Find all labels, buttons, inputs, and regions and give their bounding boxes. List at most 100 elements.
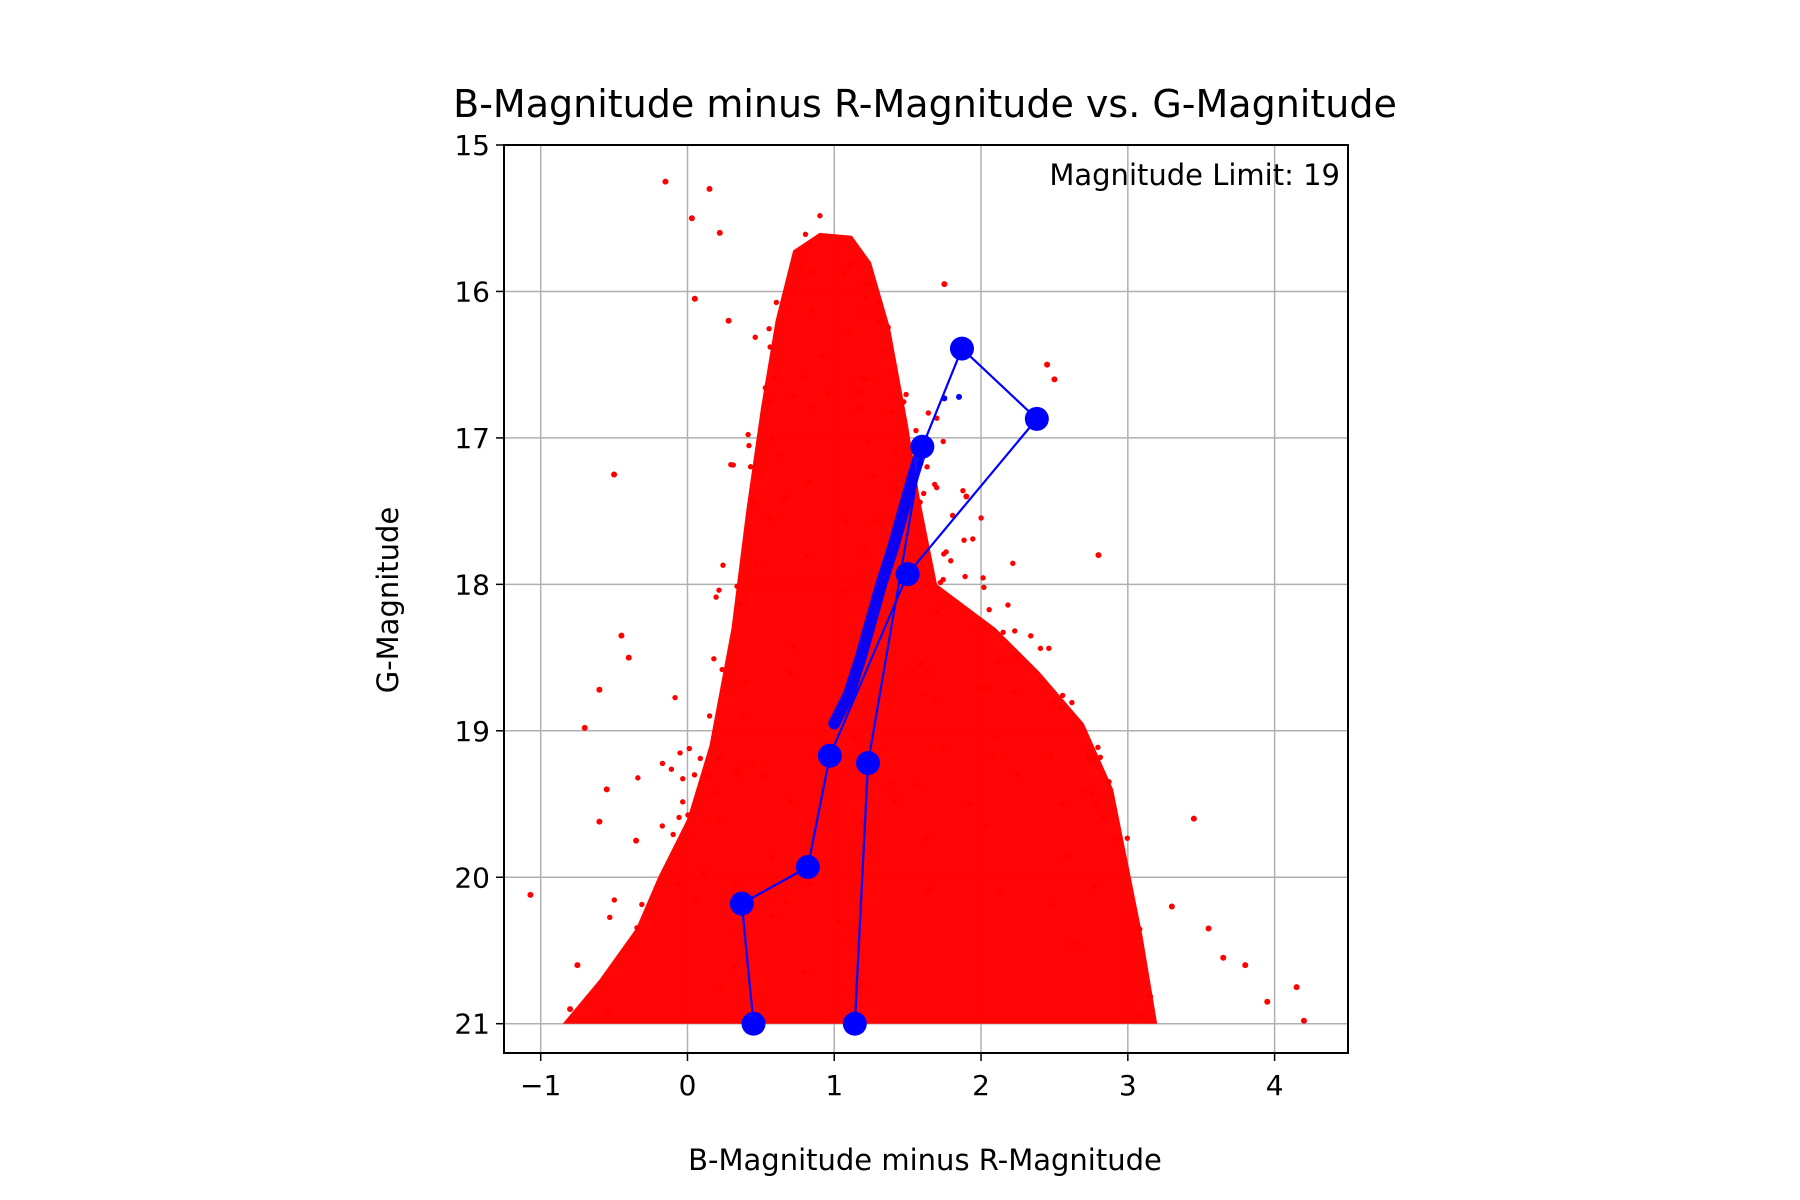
scatter-point <box>902 445 908 452</box>
scatter-point <box>1220 954 1227 961</box>
scatter-point <box>962 573 968 580</box>
scatter-point <box>1095 552 1102 559</box>
scatter-point <box>984 685 990 691</box>
scatter-point <box>767 515 773 521</box>
scatter-point <box>769 854 775 861</box>
scatter-point <box>1086 755 1093 761</box>
scatter-point <box>1048 754 1054 760</box>
scatter-point <box>784 898 790 905</box>
scatter-point <box>1005 602 1011 608</box>
scatter-point <box>858 404 865 411</box>
scatter-point <box>1000 629 1006 636</box>
blue-track-series <box>729 336 1049 1036</box>
scatter-point <box>747 464 754 470</box>
scatter-point <box>1070 940 1076 947</box>
scatter-point <box>1090 884 1097 890</box>
scatter-point <box>659 823 666 829</box>
scatter-point <box>983 823 989 829</box>
axis-ticks: −1 0 1 2 3 4 15 16 17 18 19 20 21 <box>454 129 1283 1102</box>
scatter-point <box>741 679 748 685</box>
scatter-point <box>925 410 932 416</box>
scatter-point <box>880 348 886 354</box>
scatter-point <box>750 499 757 505</box>
scatter-point <box>806 479 812 486</box>
scatter-point <box>877 518 883 525</box>
plot-frame <box>503 144 1349 1054</box>
scatter-point <box>920 563 927 569</box>
scatter-point <box>870 473 876 479</box>
scatter-point <box>864 376 870 382</box>
scatter-point <box>719 666 725 673</box>
track-marker <box>741 1011 766 1036</box>
scatter-point <box>963 493 970 500</box>
scatter-point <box>802 231 809 238</box>
scatter-point <box>1046 645 1052 652</box>
scatter-point <box>604 1008 610 1015</box>
star-density-region <box>562 232 1158 1024</box>
track-small-marker <box>956 393 963 400</box>
scatter-point <box>781 494 788 501</box>
scatter-point <box>716 587 722 593</box>
scatter-point <box>1082 788 1088 794</box>
scatter-point <box>850 259 856 266</box>
scatter-point <box>733 771 740 778</box>
scatter-point <box>892 798 899 804</box>
scatter-point <box>752 468 758 474</box>
scatter-point <box>800 374 806 380</box>
track-marker <box>842 1011 867 1036</box>
scatter-point <box>923 581 929 588</box>
scatter-point <box>668 766 675 772</box>
scatter-point <box>1069 699 1075 706</box>
track-marker <box>895 562 920 587</box>
scatter-point <box>863 293 869 300</box>
scatter-point <box>1124 835 1131 841</box>
scatter-point <box>970 536 976 542</box>
scatter-point <box>618 632 625 639</box>
scatter-point <box>745 431 751 438</box>
scatter-point <box>997 888 1004 894</box>
scatter-point <box>1051 376 1058 383</box>
y-tick-label: 21 <box>454 1008 490 1041</box>
scatter-point <box>765 398 772 404</box>
scatter-point <box>680 776 686 782</box>
scatter-point <box>924 464 930 470</box>
scatter-point <box>775 452 782 458</box>
scatter-point <box>1050 700 1057 706</box>
scatter-point <box>901 399 907 405</box>
scatter-point <box>711 790 717 796</box>
track-marker <box>817 743 842 768</box>
track-marker <box>1024 406 1049 431</box>
scatter-point <box>810 307 816 313</box>
scatter-point <box>740 712 746 718</box>
scatter-point <box>817 213 823 219</box>
scatter-point <box>1012 628 1018 634</box>
red-star-scatter <box>527 178 1307 1024</box>
scatter-point <box>797 253 803 259</box>
scatter-point <box>1085 749 1091 756</box>
scatter-point <box>603 786 610 793</box>
scatter-point <box>804 552 810 559</box>
scatter-point <box>715 817 722 824</box>
scatter-point <box>787 799 793 805</box>
scatter-point <box>752 334 758 340</box>
scatter-point <box>861 548 867 554</box>
scatter-point <box>924 668 930 675</box>
scatter-point <box>662 178 669 185</box>
scatter-point <box>761 773 767 780</box>
scatter-point <box>835 918 842 925</box>
scatter-point <box>932 696 938 703</box>
track-marker <box>910 434 935 459</box>
scatter-point <box>706 185 713 192</box>
scatter-point <box>994 658 1001 664</box>
scatter-point <box>670 831 676 838</box>
scatter-point <box>986 607 992 613</box>
scatter-point <box>1049 902 1055 908</box>
scatter-point <box>744 528 750 534</box>
magnitude-limit-annotation: Magnitude Limit: 19 <box>1049 158 1340 192</box>
scatter-point <box>706 713 713 719</box>
scatter-point <box>1300 1017 1307 1024</box>
scatter-point <box>890 409 896 415</box>
scatter-point <box>866 281 873 287</box>
scatter-point <box>934 609 941 616</box>
scatter-point <box>842 518 849 525</box>
